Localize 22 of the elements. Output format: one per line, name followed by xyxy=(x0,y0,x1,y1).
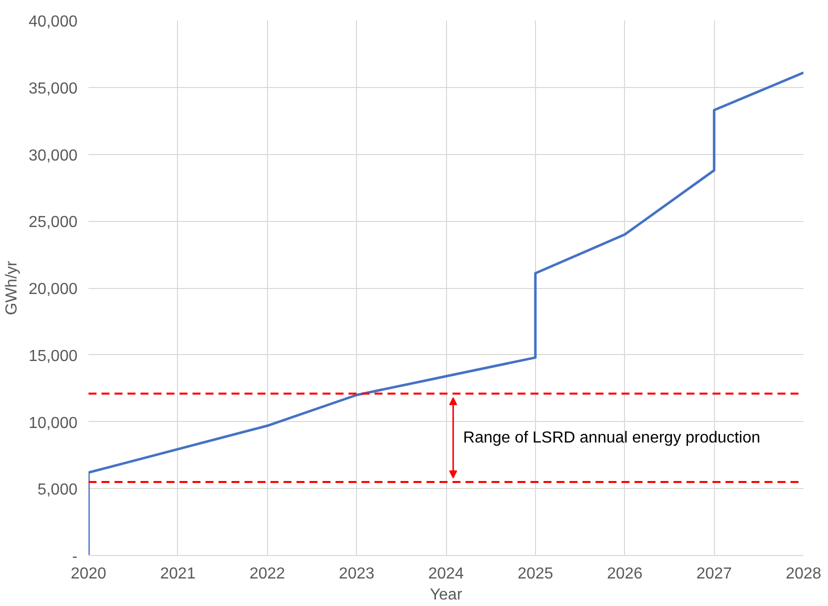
y-tick-label: 15,000 xyxy=(28,348,78,365)
x-tick-label: 2027 xyxy=(696,566,732,582)
y-tick-label: 30,000 xyxy=(28,147,78,164)
y-tick-label: - xyxy=(72,548,78,566)
annotation: Range of LSRD annual energy production xyxy=(463,429,760,446)
x-tick-label: 2023 xyxy=(338,566,375,582)
x-tick-label: 2022 xyxy=(249,566,286,582)
x-tick-label: 2020 xyxy=(70,566,106,582)
y-tick-label: 5,000 xyxy=(37,482,78,499)
y-tick-label: 40,000 xyxy=(28,14,78,30)
y-tick-label: 35,000 xyxy=(28,80,78,98)
x-tick-label: 2026 xyxy=(606,566,643,582)
x-tick-label: 2028 xyxy=(786,566,822,582)
y-tick-label: 10,000 xyxy=(28,414,78,432)
line-series xyxy=(88,71,804,556)
y-axis-title: GWh/yr xyxy=(4,260,21,316)
y-tick-label: 25,000 xyxy=(28,214,78,232)
y-tick-label: 20,000 xyxy=(28,281,78,298)
x-tick-label: 2021 xyxy=(160,566,196,582)
x-axis-title: Year xyxy=(430,586,463,604)
x-tick-label: 2024 xyxy=(428,566,464,582)
x-tick-label: 2025 xyxy=(518,566,554,582)
